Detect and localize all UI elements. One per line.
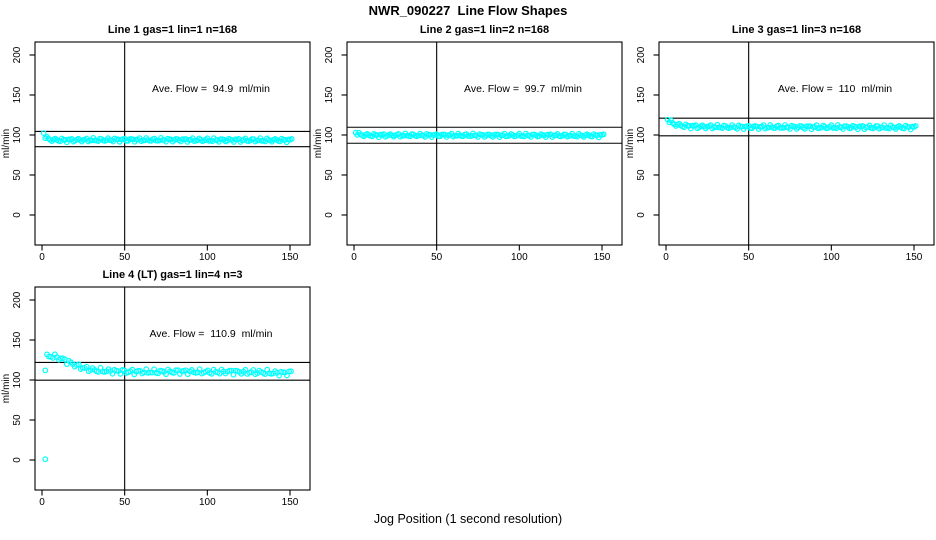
plot-line-1: 0 50 100 150 200 0 50 100 150 ml/min: [1, 41, 311, 263]
reference-lines: [659, 42, 934, 245]
reference-lines: [35, 287, 310, 490]
data-points: [40, 130, 295, 146]
svg-text:0: 0: [663, 252, 669, 263]
panel-1-title: Line 1 gas=1 lin=1 n=168: [107, 24, 238, 36]
svg-text:0: 0: [351, 252, 357, 263]
reference-lines: [35, 42, 310, 245]
axes: 0 50 100 150 200 0 50 100 150 ml/min: [1, 41, 311, 263]
svg-text:150: 150: [594, 252, 611, 263]
svg-text:100: 100: [324, 126, 335, 143]
panel-3-ave-flow-annotation: Ave. Flow = 110 ml/min: [777, 83, 893, 95]
panel-line-3: 0 50 100 150 200 0 50 100 150 ml/min Line 3 gas=1…: [624, 20, 936, 265]
svg-text:50: 50: [119, 497, 131, 508]
svg-text:0: 0: [39, 497, 45, 508]
svg-text:50: 50: [743, 252, 755, 263]
axes: 0 50 100 150 200 0 50 100 150 ml/min: [1, 286, 311, 508]
reference-lines: [347, 42, 622, 245]
y-axis-label: ml/min: [625, 129, 636, 158]
svg-text:50: 50: [12, 169, 23, 181]
svg-text:200: 200: [636, 46, 647, 63]
panel-3-title: Line 3 gas=1 lin=3 n=168: [731, 24, 862, 36]
svg-text:150: 150: [906, 252, 923, 263]
axes: 0 50 100 150 200 0 50 100 150 ml/min: [313, 41, 623, 263]
panel-line-1: 0 50 100 150 200 0 50 100 150 ml/min Line 1 gas=1…: [0, 20, 312, 265]
data-points: [352, 129, 607, 141]
plot-line-3: 0 50 100 150 200 0 50 100 150 ml/min: [625, 41, 935, 263]
svg-text:200: 200: [12, 291, 23, 308]
svg-text:100: 100: [636, 126, 647, 143]
svg-text:200: 200: [12, 46, 23, 63]
svg-text:100: 100: [823, 252, 840, 263]
svg-text:100: 100: [199, 252, 216, 263]
svg-text:0: 0: [636, 212, 647, 218]
x-axis-label: Jog Position (1 second resolution): [373, 512, 563, 526]
svg-text:150: 150: [12, 86, 23, 103]
y-axis-label: ml/min: [1, 374, 12, 403]
y-axis-label: ml/min: [1, 129, 12, 158]
svg-text:150: 150: [282, 497, 299, 508]
svg-text:50: 50: [431, 252, 443, 263]
svg-text:50: 50: [119, 252, 131, 263]
panel-4-ave-flow-annotation: Ave. Flow = 110.9 ml/min: [149, 328, 273, 340]
main-title: NWR_090227 Line Flow Shapes: [368, 3, 568, 18]
svg-text:100: 100: [12, 126, 23, 143]
svg-text:100: 100: [199, 497, 216, 508]
panel-1-ave-flow-annotation: Ave. Flow = 94.9 ml/min: [152, 83, 270, 95]
axes: 0 50 100 150 200 0 50 100 150 ml/min: [625, 41, 935, 263]
data-points: [42, 351, 294, 463]
plot-line-2: 0 50 100 150 200 0 50 100 150 ml/min: [313, 41, 623, 263]
svg-text:150: 150: [636, 86, 647, 103]
svg-text:150: 150: [282, 252, 299, 263]
svg-text:50: 50: [12, 414, 23, 426]
svg-text:100: 100: [511, 252, 528, 263]
svg-text:0: 0: [12, 457, 23, 463]
panel-2-ave-flow-annotation: Ave. Flow = 99.7 ml/min: [464, 83, 582, 95]
panel-2-title: Line 2 gas=1 lin=2 n=168: [419, 24, 550, 36]
svg-text:100: 100: [12, 371, 23, 388]
svg-text:0: 0: [324, 212, 335, 218]
data-points: [664, 116, 919, 133]
panel-line-4: 0 50 100 150 200 0 50 100 150 ml/min Line 4 (LT) …: [0, 265, 312, 510]
svg-text:50: 50: [324, 169, 335, 181]
panel-4-title: Line 4 (LT) gas=1 lin=4 n=3: [102, 269, 243, 281]
plot-line-4: 0 50 100 150 200 0 50 100 150 ml/min: [1, 286, 311, 508]
svg-text:150: 150: [12, 331, 23, 348]
svg-text:200: 200: [324, 46, 335, 63]
svg-text:150: 150: [324, 86, 335, 103]
y-axis-label: ml/min: [313, 129, 324, 158]
panel-line-2: 0 50 100 150 200 0 50 100 150 ml/min Line 2 gas=1…: [312, 20, 624, 265]
svg-text:0: 0: [39, 252, 45, 263]
svg-text:50: 50: [636, 169, 647, 181]
svg-text:0: 0: [12, 212, 23, 218]
